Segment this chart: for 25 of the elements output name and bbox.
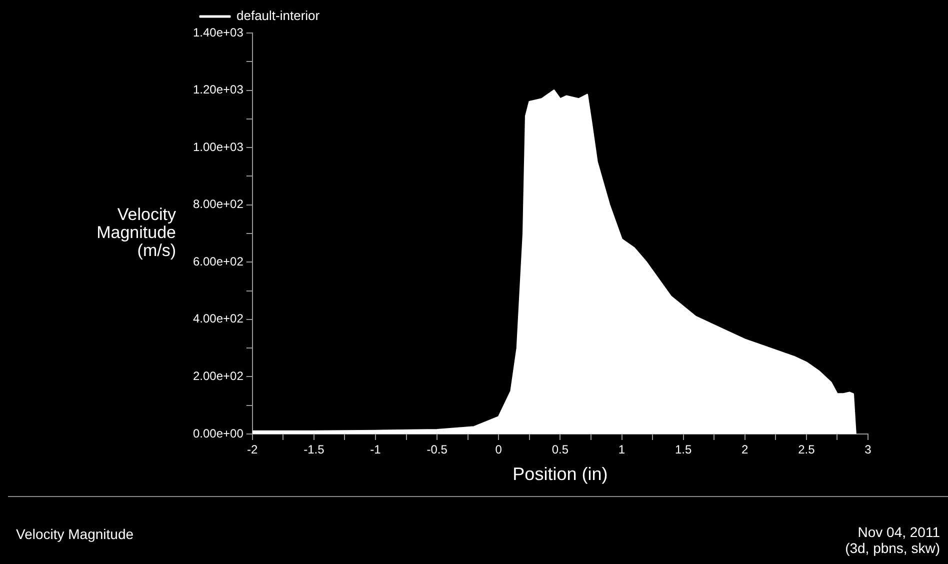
x-tick-label: -1.5 [304, 442, 325, 457]
x-tick-label: 2 [742, 442, 749, 457]
x-tick-label: 3 [864, 442, 872, 457]
x-tick-label: -1 [370, 442, 382, 457]
y-tick-label: 8.00e+02 [192, 197, 244, 212]
y-tick-label: 2.00e+02 [192, 369, 244, 384]
y-tick-label: 6.00e+02 [192, 254, 244, 268]
x-tick-label: 1.5 [674, 442, 692, 457]
x-tick-label: 0.5 [552, 442, 569, 457]
y-axis-title: Velocity Magnitude (m/s) [96, 205, 176, 260]
y-tick-label: 0.00e+00 [192, 426, 244, 440]
x-tick-label: -2 [247, 442, 258, 457]
x-tick-label: -0.5 [426, 442, 448, 457]
text: Velocity Magnitude [16, 526, 134, 542]
y-tick-label: 1.00e+03 [192, 140, 244, 154]
x-tick-label: 1 [618, 442, 626, 457]
text: (3d, pbns, skw) [845, 540, 940, 556]
legend-label: default-interior [236, 8, 320, 24]
y-tick-label: 1.20e+03 [192, 82, 244, 97]
y-tick-label: 4.00e+02 [192, 312, 244, 326]
x-axis-title: Position (in) [512, 464, 608, 484]
y-tick-label: 1.40e+03 [192, 25, 244, 40]
x-tick-label: 0 [495, 442, 502, 457]
x-tick-label: 2.5 [798, 442, 816, 457]
text: Nov 04, 2011 [858, 524, 940, 540]
